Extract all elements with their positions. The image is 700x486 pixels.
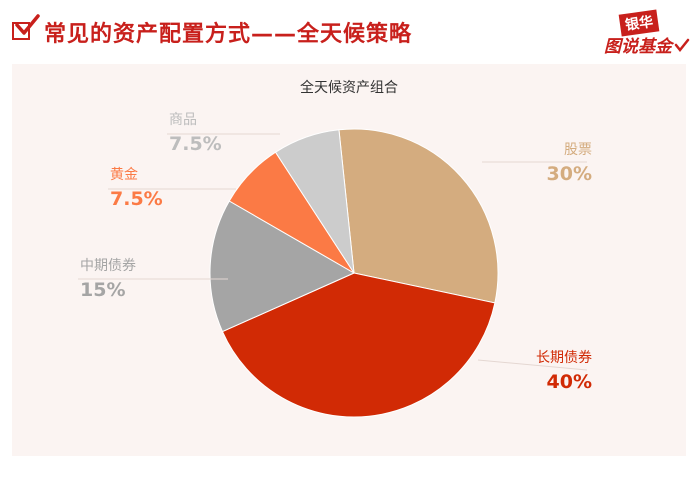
pie-slice-2 [209, 200, 356, 333]
slice-label-3: 黄金 [110, 166, 138, 183]
slice-label-4: 商品 [169, 112, 197, 128]
brand-logo: 银华 图说基金 [598, 9, 690, 58]
slice-value-3: 7.5% [110, 188, 163, 210]
slice-value-0: 30% [547, 163, 592, 185]
pie-slice-4 [274, 129, 355, 274]
slice-value-1: 40% [547, 371, 592, 393]
leader-line-1 [477, 359, 588, 371]
slice-label-0: 股票 [564, 142, 592, 158]
slice-label-2: 中期债券 [80, 258, 136, 274]
header: 常见的资产配置方式——全天候策略 银华 图说基金 [0, 0, 700, 62]
logo-check-icon [674, 38, 690, 52]
pie-slice-1 [221, 272, 496, 418]
pie-chart: 全天候资产组合 股票 30% 长期债券 40% 中期债券 15% 黄金 7.5% 商品 7.5% [78, 79, 592, 418]
slice-value-2: 15% [80, 279, 125, 301]
slice-value-4: 7.5% [169, 133, 222, 155]
chart-title: 全天候资产组合 [300, 79, 398, 96]
page-title: 常见的资产配置方式——全天候策略 [44, 22, 413, 47]
pie-slice-0 [338, 128, 499, 304]
checkmark-icon [15, 14, 40, 35]
logo-bottom-text: 图说基金 [604, 37, 672, 57]
chart-panel: 全天候资产组合 股票 30% 长期债券 40% 中期债券 15% 黄金 7.5% 商品 7.5% [12, 64, 686, 456]
slice-label-1: 长期债券 [536, 350, 592, 366]
